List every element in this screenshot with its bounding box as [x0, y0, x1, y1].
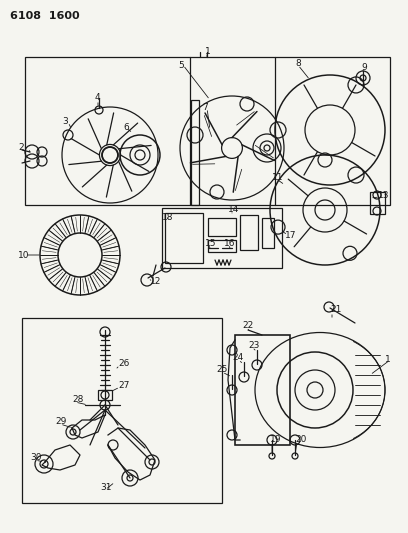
- Text: 2: 2: [18, 143, 24, 152]
- Bar: [22, 318, 222, 503]
- Text: 30: 30: [30, 454, 42, 463]
- Text: 25: 25: [216, 366, 227, 375]
- Bar: [162, 208, 282, 268]
- Bar: [235, 335, 290, 445]
- Text: 13: 13: [378, 190, 390, 199]
- Text: 31: 31: [100, 483, 111, 492]
- Text: 22: 22: [242, 320, 253, 329]
- Text: 24: 24: [232, 353, 243, 362]
- Text: 5: 5: [178, 61, 184, 69]
- Bar: [98, 390, 112, 400]
- Bar: [262, 218, 274, 248]
- Bar: [208, 218, 236, 236]
- Text: 20: 20: [295, 435, 306, 445]
- Text: 7: 7: [202, 103, 208, 112]
- Text: 6: 6: [123, 124, 129, 133]
- Text: 14: 14: [228, 206, 239, 214]
- Text: 18: 18: [162, 214, 173, 222]
- Text: 27: 27: [118, 381, 129, 390]
- Bar: [240, 215, 258, 250]
- Text: 15: 15: [205, 238, 217, 247]
- Text: 23: 23: [248, 341, 259, 350]
- Text: 28: 28: [72, 395, 83, 405]
- Text: 26: 26: [118, 359, 129, 367]
- Text: 16: 16: [224, 238, 235, 247]
- Bar: [191, 100, 199, 205]
- Text: 12: 12: [150, 278, 162, 287]
- Bar: [370, 192, 385, 214]
- Text: 11: 11: [272, 174, 284, 182]
- Text: 17: 17: [285, 230, 297, 239]
- Text: 9: 9: [361, 63, 367, 72]
- Text: 29: 29: [55, 417, 67, 426]
- Text: 4: 4: [95, 93, 101, 102]
- Bar: [208, 240, 236, 252]
- Text: 1: 1: [205, 47, 211, 56]
- Bar: [25, 57, 390, 205]
- Text: 1: 1: [385, 356, 391, 365]
- Text: 6108  1600: 6108 1600: [10, 11, 80, 21]
- Text: 21: 21: [330, 305, 341, 314]
- Text: 19: 19: [270, 435, 282, 445]
- Text: 10: 10: [18, 251, 29, 260]
- Bar: [165, 213, 203, 263]
- Ellipse shape: [255, 333, 385, 448]
- Text: 3: 3: [62, 117, 68, 126]
- Text: 8: 8: [295, 60, 301, 69]
